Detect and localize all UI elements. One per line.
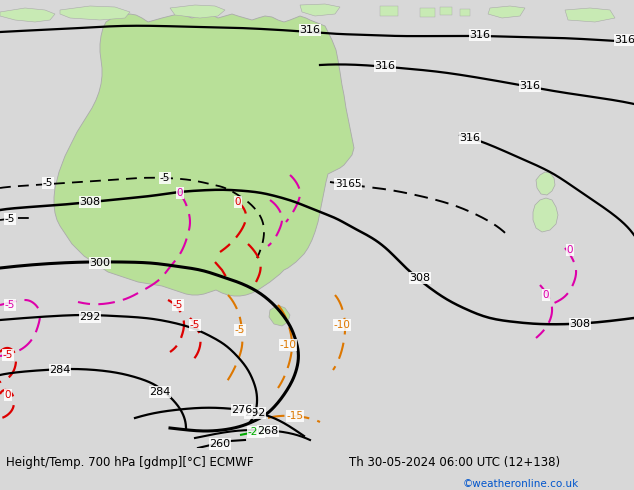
Text: -5: -5 <box>190 320 200 330</box>
Text: 284: 284 <box>150 387 171 397</box>
Polygon shape <box>300 4 340 16</box>
Text: 292: 292 <box>79 312 101 322</box>
Text: 300: 300 <box>89 258 110 268</box>
Text: -5: -5 <box>235 325 245 335</box>
Polygon shape <box>54 14 354 296</box>
Text: Th 30-05-2024 06:00 UTC (12+138): Th 30-05-2024 06:00 UTC (12+138) <box>349 456 560 469</box>
Text: -5: -5 <box>3 350 13 360</box>
Text: 292: 292 <box>244 408 266 418</box>
Polygon shape <box>533 198 558 232</box>
Polygon shape <box>420 8 435 17</box>
Text: 0: 0 <box>4 390 11 400</box>
Text: ©weatheronline.co.uk: ©weatheronline.co.uk <box>463 479 579 489</box>
Polygon shape <box>380 6 398 16</box>
Polygon shape <box>0 8 55 22</box>
Text: 308: 308 <box>410 273 430 283</box>
Text: -5: -5 <box>43 178 53 188</box>
Polygon shape <box>460 9 470 16</box>
Text: 3165: 3165 <box>335 179 361 189</box>
Text: -20: -20 <box>247 427 264 437</box>
Text: 268: 268 <box>257 426 278 436</box>
Text: 316: 316 <box>519 81 541 91</box>
Polygon shape <box>536 172 555 195</box>
Polygon shape <box>565 8 615 22</box>
Text: 316: 316 <box>460 133 481 143</box>
Text: 308: 308 <box>569 319 590 329</box>
Polygon shape <box>170 5 225 18</box>
Text: 316: 316 <box>614 35 634 45</box>
Text: 308: 308 <box>79 197 101 207</box>
Text: -5: -5 <box>5 300 15 310</box>
Text: 316: 316 <box>470 30 491 40</box>
Text: Height/Temp. 700 hPa [gdmp][°C] ECMWF: Height/Temp. 700 hPa [gdmp][°C] ECMWF <box>6 456 254 469</box>
Text: -5: -5 <box>160 173 170 183</box>
Text: 0: 0 <box>177 188 183 198</box>
Text: 0: 0 <box>543 290 549 300</box>
Text: -10: -10 <box>280 340 297 350</box>
Text: -5: -5 <box>5 214 15 224</box>
Polygon shape <box>269 305 290 326</box>
Text: -5: -5 <box>173 300 183 310</box>
Text: -15: -15 <box>287 411 304 421</box>
Text: 0: 0 <box>235 197 242 207</box>
Text: 0: 0 <box>567 245 573 255</box>
Text: -10: -10 <box>333 320 351 330</box>
Polygon shape <box>488 6 525 18</box>
Text: 316: 316 <box>299 25 321 35</box>
Text: 260: 260 <box>209 439 231 449</box>
Polygon shape <box>60 6 130 20</box>
Text: 276: 276 <box>231 405 252 415</box>
Text: 316: 316 <box>375 61 396 71</box>
Polygon shape <box>440 7 452 15</box>
Text: 284: 284 <box>49 365 70 375</box>
